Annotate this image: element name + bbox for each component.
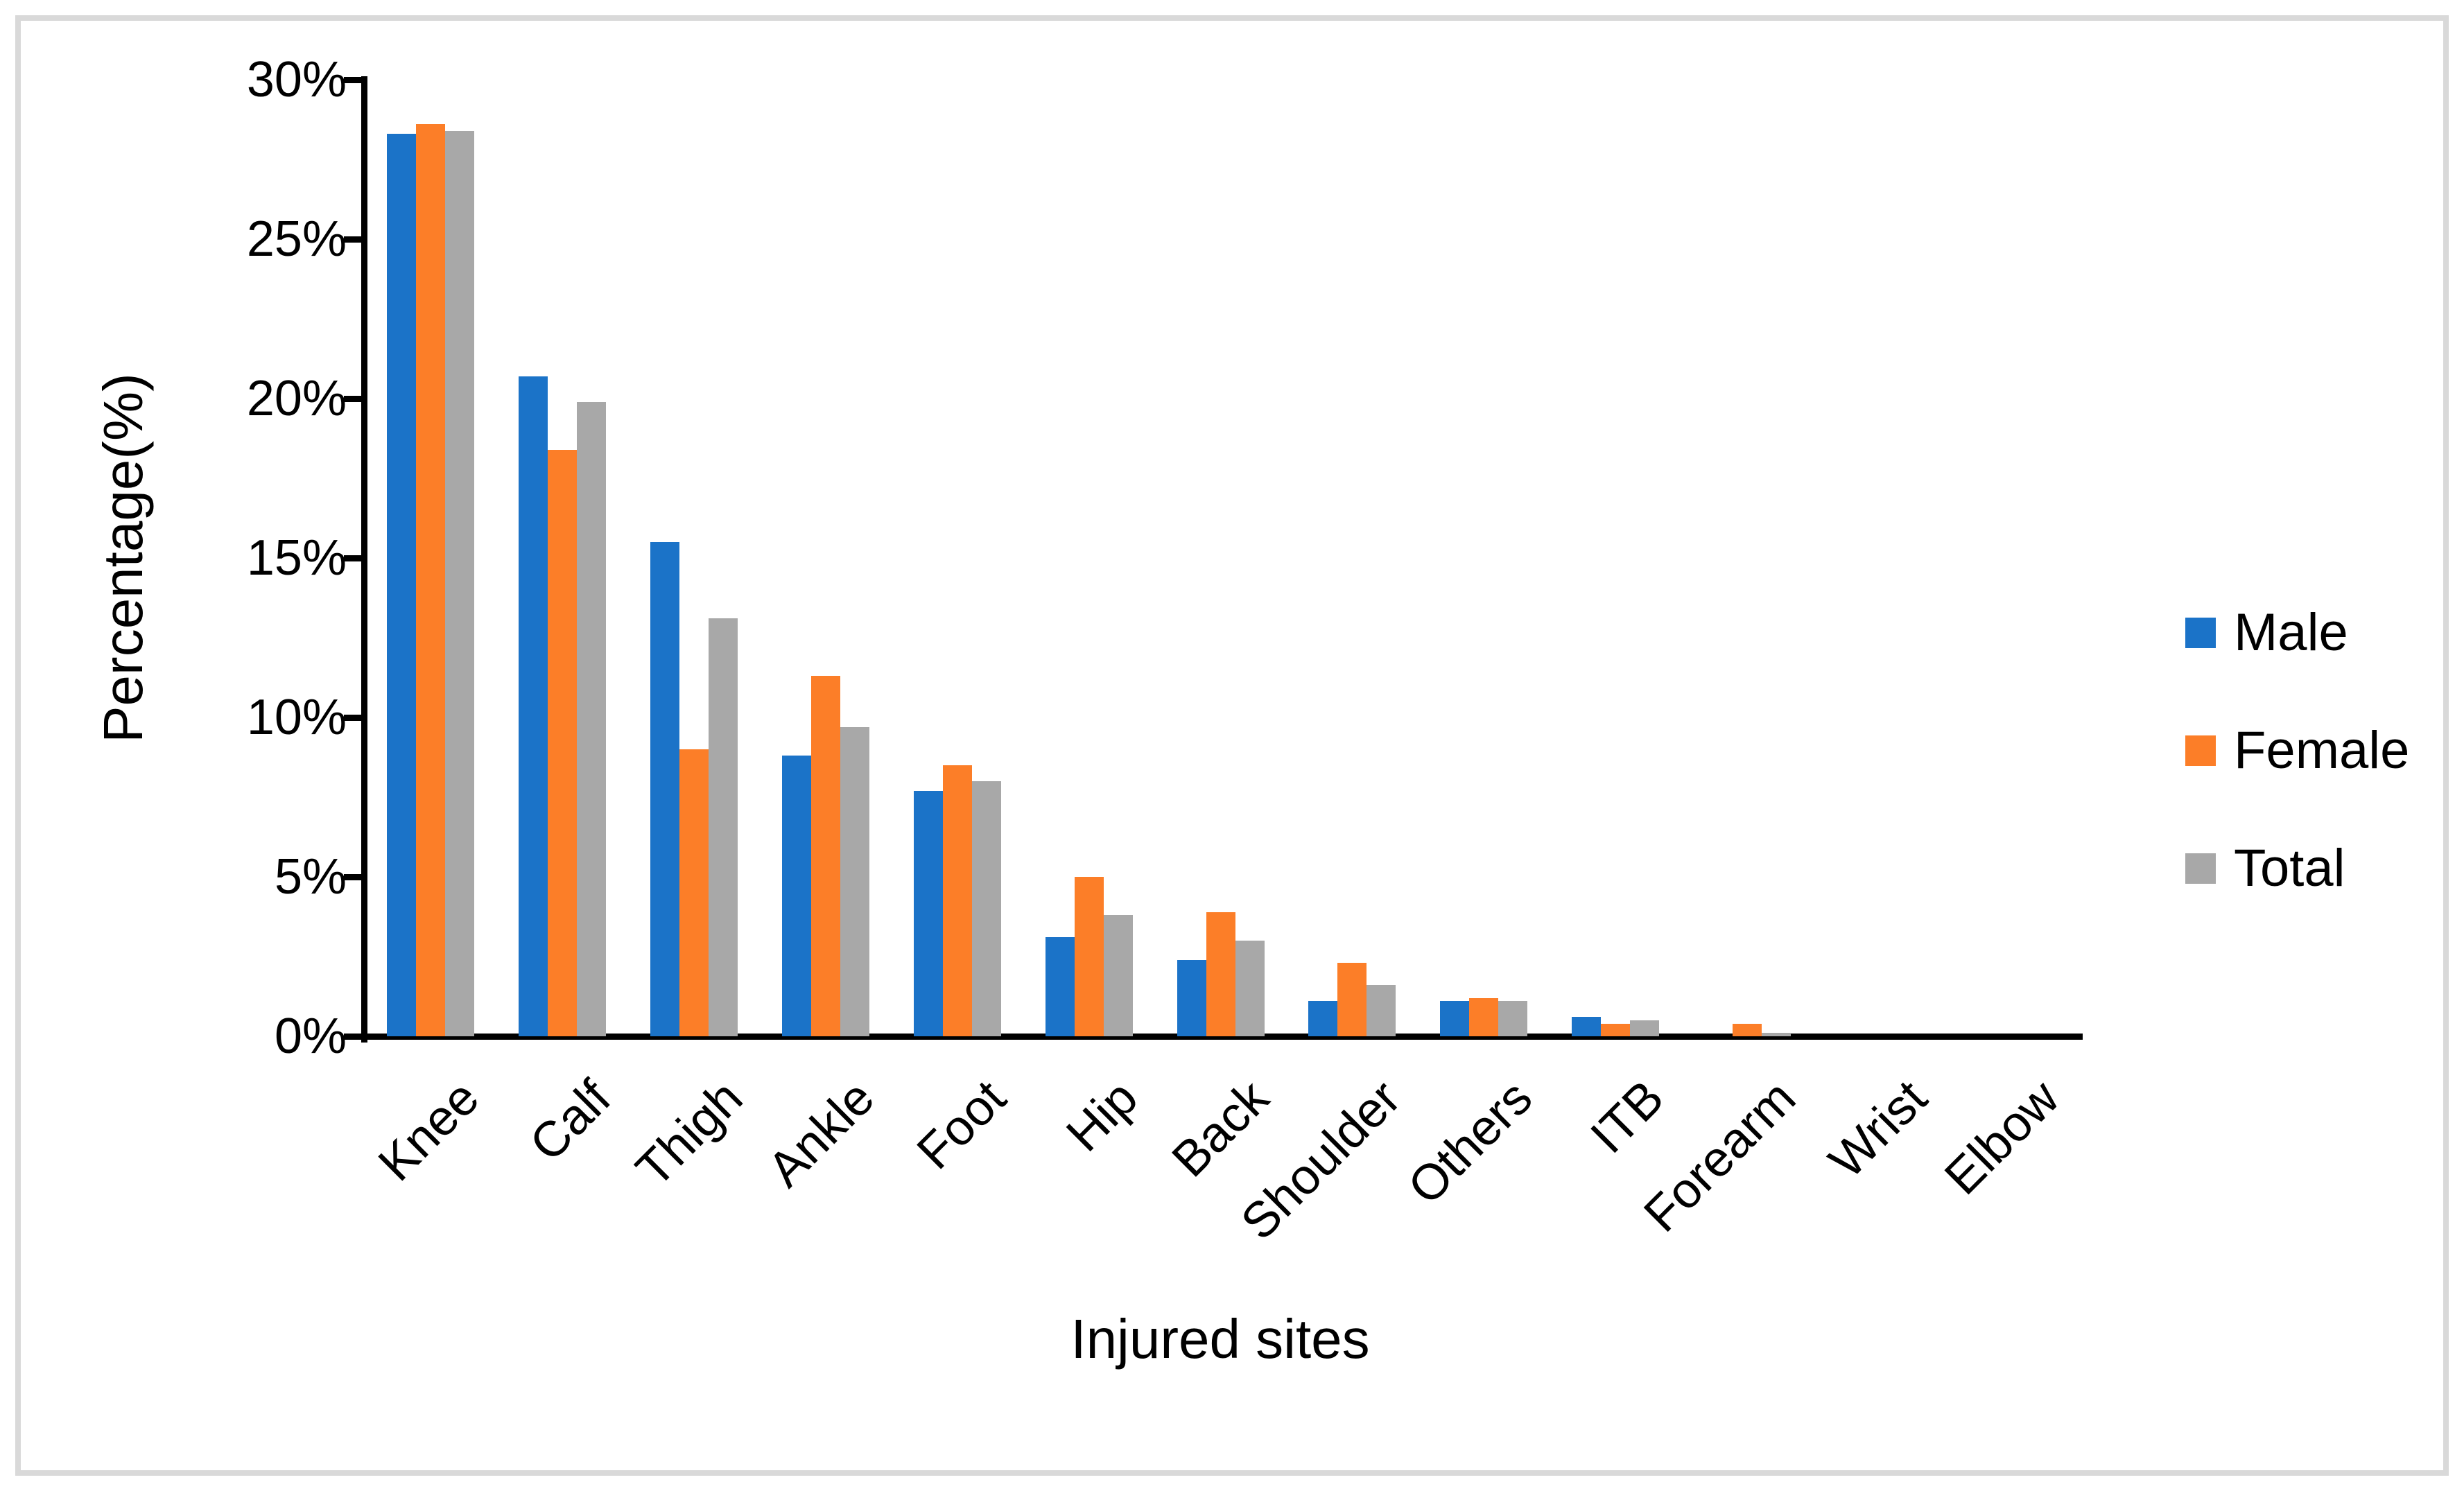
bar-total-ankle: [840, 726, 869, 1036]
bar-female-hip: [1074, 877, 1104, 1036]
y-tick-mark: [344, 555, 365, 561]
legend: Male Female Total: [2185, 574, 2409, 927]
y-tick-mark: [344, 77, 365, 83]
x-axis-title: Injured sites: [1070, 1308, 1370, 1370]
y-tick-label: 15%: [246, 530, 347, 586]
bar-total-back: [1235, 941, 1265, 1036]
bar-male-back: [1177, 959, 1206, 1036]
figure-border: [15, 15, 2449, 1476]
bar-female-foot: [942, 765, 972, 1036]
bar-female-knee: [415, 124, 445, 1036]
y-tick-mark: [344, 1034, 365, 1040]
bar-male-others: [1440, 1001, 1470, 1036]
y-tick-mark: [344, 236, 365, 243]
legend-swatch-total: [2185, 853, 2216, 884]
legend-label: Male: [2234, 603, 2348, 662]
legend-item: Total: [2185, 810, 2409, 927]
y-tick-mark: [344, 874, 365, 880]
bar-male-calf: [518, 376, 548, 1036]
y-tick-mark: [344, 396, 365, 402]
y-tick-label: 0%: [274, 1009, 347, 1064]
bar-total-shoulder: [1367, 985, 1396, 1036]
bar-total-thigh: [708, 618, 738, 1036]
x-axis-line: [361, 1034, 2083, 1040]
bar-total-forearm: [1762, 1033, 1791, 1036]
y-tick-label: 25%: [246, 211, 347, 267]
legend-swatch-female: [2185, 735, 2216, 766]
y-tick-mark: [344, 715, 365, 721]
bar-total-hip: [1103, 915, 1133, 1036]
bar-male-foot: [913, 790, 943, 1036]
bar-male-shoulder: [1308, 1001, 1338, 1036]
bar-male-ankle: [781, 756, 811, 1036]
y-tick-label: 5%: [274, 849, 347, 905]
bar-female-calf: [547, 449, 577, 1036]
bar-male-knee: [386, 134, 416, 1036]
bar-female-itb: [1601, 1023, 1631, 1036]
bar-total-knee: [444, 130, 474, 1036]
y-tick-label: 10%: [246, 690, 347, 745]
bar-male-itb: [1572, 1017, 1602, 1036]
legend-swatch-male: [2185, 618, 2216, 648]
y-axis-title: Percentage(%): [92, 373, 154, 743]
bar-female-forearm: [1733, 1023, 1762, 1036]
bar-female-shoulder: [1337, 963, 1367, 1036]
bar-total-others: [1498, 1001, 1528, 1036]
bar-female-back: [1206, 912, 1235, 1036]
legend-label: Female: [2234, 721, 2410, 780]
legend-label: Total: [2234, 839, 2345, 898]
legend-item: Female: [2185, 692, 2409, 810]
bar-female-others: [1469, 997, 1499, 1036]
bar-female-thigh: [679, 749, 709, 1036]
bar-female-ankle: [810, 676, 840, 1036]
bar-total-itb: [1630, 1020, 1660, 1036]
bar-total-calf: [576, 401, 606, 1036]
legend-item: Male: [2185, 574, 2409, 692]
y-tick-label: 30%: [246, 52, 347, 107]
bar-total-foot: [971, 781, 1001, 1036]
bar-male-hip: [1045, 937, 1075, 1036]
y-tick-label: 20%: [246, 371, 347, 426]
bar-male-thigh: [650, 542, 679, 1036]
